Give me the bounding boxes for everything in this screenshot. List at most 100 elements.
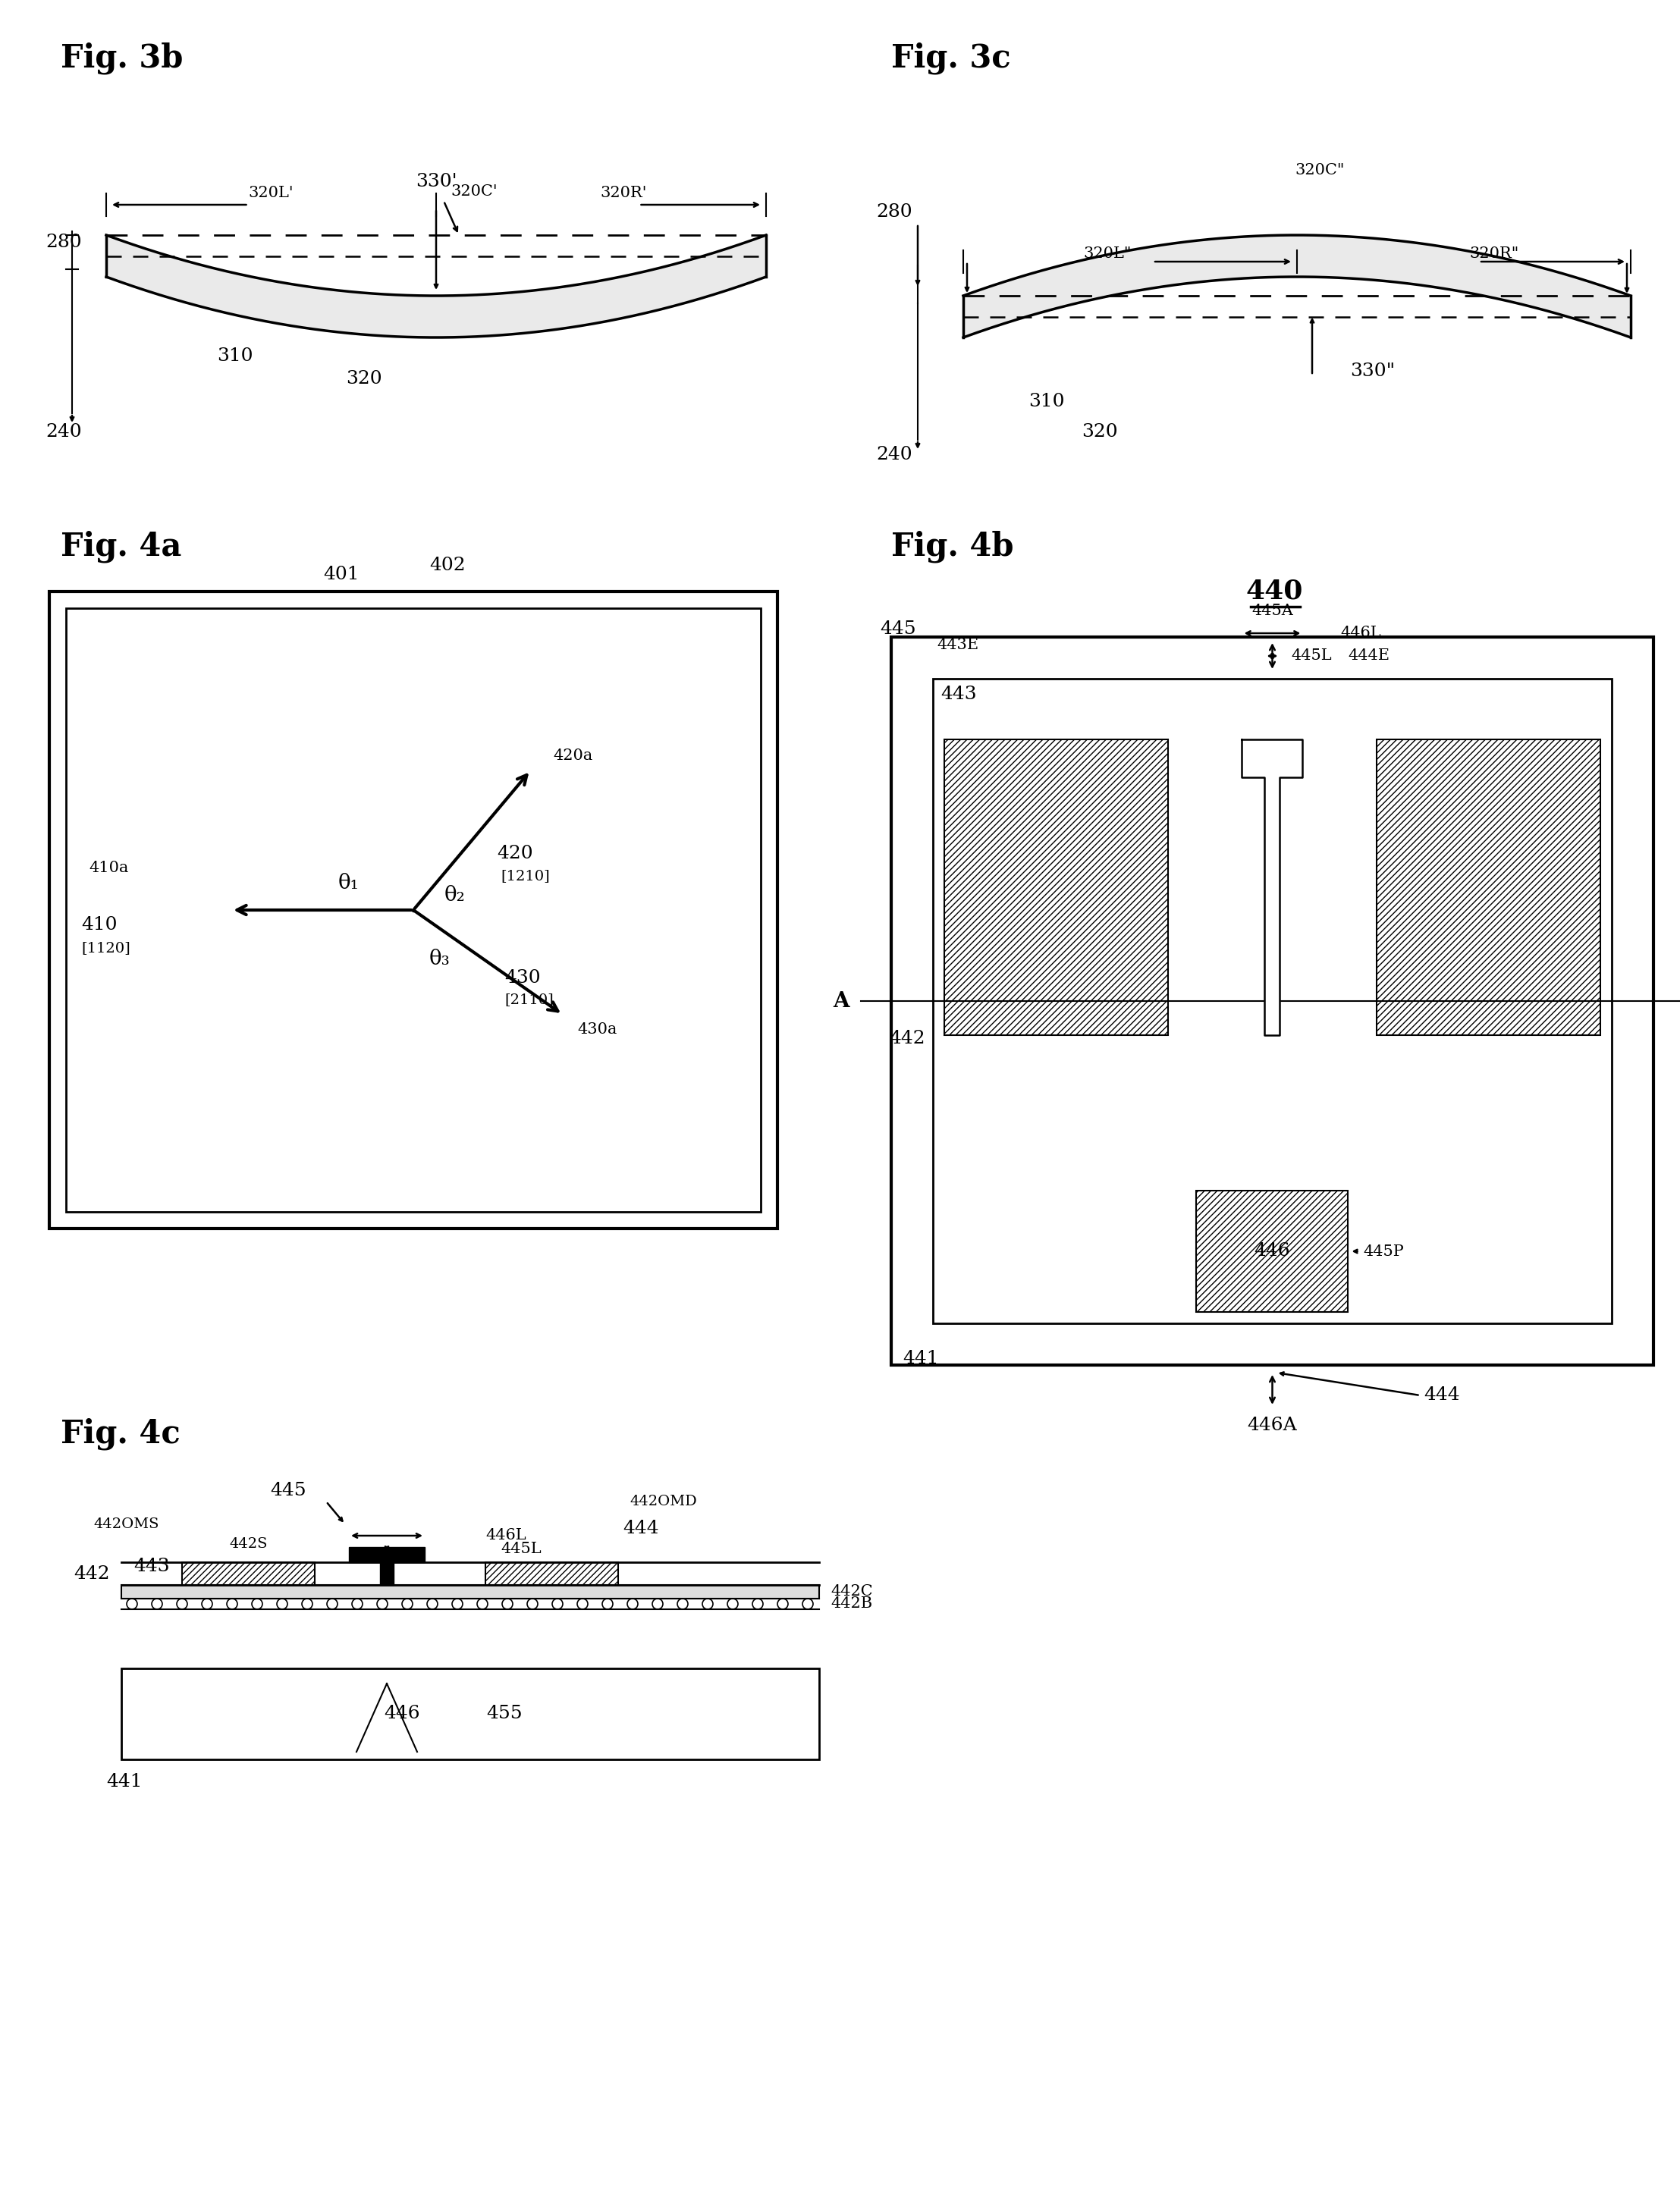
Text: 330': 330' — [415, 174, 457, 191]
Polygon shape — [349, 1547, 425, 1562]
Bar — [66, 607, 761, 1212]
Text: 320R': 320R' — [600, 187, 647, 200]
Text: Fig. 4a: Fig. 4a — [60, 530, 181, 563]
Bar — [1376, 739, 1601, 1036]
Text: θ₁: θ₁ — [338, 873, 360, 893]
Circle shape — [252, 1599, 262, 1608]
Text: 443E: 443E — [937, 638, 978, 651]
Circle shape — [227, 1599, 237, 1608]
Text: [1120]: [1120] — [81, 942, 131, 955]
Text: 445L: 445L — [501, 1542, 541, 1555]
Text: 441: 441 — [902, 1351, 939, 1368]
Bar — [181, 1562, 314, 1584]
Circle shape — [402, 1599, 413, 1608]
Text: 445: 445 — [880, 620, 916, 638]
Circle shape — [176, 1599, 188, 1608]
Text: 401: 401 — [323, 565, 360, 583]
Circle shape — [528, 1599, 538, 1608]
Bar — [932, 680, 1611, 1324]
Circle shape — [727, 1599, 738, 1608]
Text: 320C": 320C" — [1295, 163, 1344, 178]
Circle shape — [427, 1599, 437, 1608]
Text: 445: 445 — [270, 1481, 306, 1498]
Text: 430: 430 — [504, 970, 541, 988]
Circle shape — [578, 1599, 588, 1608]
Circle shape — [677, 1599, 687, 1608]
Circle shape — [376, 1599, 388, 1608]
Text: 442S: 442S — [228, 1538, 267, 1551]
Text: 310: 310 — [217, 348, 254, 365]
Text: 420: 420 — [497, 845, 533, 862]
Text: 442: 442 — [889, 1030, 926, 1047]
Text: 430a: 430a — [578, 1023, 617, 1036]
Bar — [121, 1668, 820, 1760]
Circle shape — [553, 1599, 563, 1608]
Text: 446A: 446A — [1247, 1417, 1297, 1434]
Text: 420a: 420a — [553, 748, 593, 763]
Circle shape — [778, 1599, 788, 1608]
Circle shape — [452, 1599, 462, 1608]
Text: 310: 310 — [1028, 394, 1065, 411]
Circle shape — [351, 1599, 363, 1608]
Text: 443: 443 — [941, 684, 976, 702]
Bar — [944, 739, 1168, 1036]
Polygon shape — [380, 1562, 393, 1584]
Circle shape — [302, 1599, 312, 1608]
Text: 402: 402 — [430, 557, 465, 574]
Bar — [1196, 1190, 1347, 1311]
Text: 446: 446 — [1255, 1243, 1290, 1261]
Circle shape — [277, 1599, 287, 1608]
Text: 320: 320 — [346, 370, 381, 387]
Text: [2110]: [2110] — [504, 992, 553, 1005]
Text: Fig. 3b: Fig. 3b — [60, 42, 183, 75]
Text: 444: 444 — [623, 1520, 659, 1538]
Circle shape — [601, 1599, 613, 1608]
Text: 440: 440 — [1245, 579, 1304, 605]
Text: Fig. 4b: Fig. 4b — [890, 530, 1013, 563]
Text: 446L: 446L — [486, 1529, 526, 1542]
Text: 444: 444 — [1425, 1386, 1460, 1404]
Text: 446L: 446L — [1341, 627, 1381, 640]
Circle shape — [502, 1599, 512, 1608]
Text: 445L: 445L — [1292, 649, 1332, 662]
Text: 444E: 444E — [1347, 649, 1389, 662]
Bar — [121, 1584, 820, 1599]
Circle shape — [328, 1599, 338, 1608]
Circle shape — [477, 1599, 487, 1608]
Polygon shape — [1242, 739, 1302, 1036]
Circle shape — [803, 1599, 813, 1608]
Text: 320L": 320L" — [1084, 246, 1131, 262]
Text: θ₂: θ₂ — [445, 884, 465, 904]
Circle shape — [627, 1599, 638, 1608]
Text: 442OMD: 442OMD — [630, 1494, 697, 1509]
Text: 320C': 320C' — [450, 185, 497, 198]
Bar — [49, 592, 778, 1228]
Text: 446: 446 — [385, 1705, 420, 1723]
Text: 442OMS: 442OMS — [94, 1518, 160, 1531]
Bar — [486, 1562, 618, 1584]
Text: 240: 240 — [45, 425, 82, 440]
Text: 330": 330" — [1351, 363, 1396, 381]
Text: Fig. 4c: Fig. 4c — [60, 1419, 180, 1450]
Text: 320: 320 — [1082, 425, 1117, 440]
Circle shape — [652, 1599, 664, 1608]
Text: 455: 455 — [486, 1705, 522, 1723]
Text: 441: 441 — [106, 1773, 143, 1791]
Circle shape — [702, 1599, 712, 1608]
Text: 445P: 445P — [1364, 1243, 1404, 1258]
Text: Fig. 3c: Fig. 3c — [890, 42, 1011, 75]
Text: 320L': 320L' — [249, 187, 294, 200]
Text: 280: 280 — [45, 233, 82, 251]
Text: 320R": 320R" — [1470, 246, 1519, 262]
Text: [1210]: [1210] — [501, 869, 549, 882]
Text: 410a: 410a — [89, 860, 128, 876]
Circle shape — [151, 1599, 163, 1608]
Circle shape — [202, 1599, 212, 1608]
Text: 280: 280 — [875, 205, 912, 220]
Circle shape — [126, 1599, 138, 1608]
Text: 443: 443 — [134, 1558, 170, 1575]
Text: 445A: 445A — [1252, 603, 1294, 618]
Text: θ₃: θ₃ — [430, 948, 450, 970]
Circle shape — [753, 1599, 763, 1608]
Text: A: A — [833, 990, 850, 1012]
